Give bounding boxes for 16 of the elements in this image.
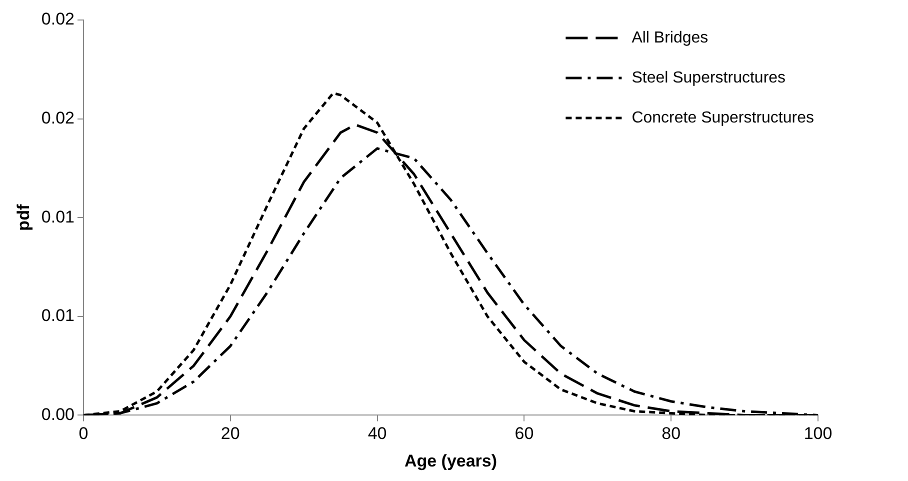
legend-label: Concrete Superstructures bbox=[632, 109, 814, 126]
x-tick-label: 40 bbox=[368, 424, 387, 444]
x-tick-label: 0 bbox=[78, 424, 88, 444]
y-axis-title: pdf bbox=[14, 204, 33, 231]
y-tick-label: 0.01 bbox=[41, 306, 74, 326]
y-tick-label: 0.00 bbox=[41, 404, 74, 424]
y-tick-label: 0.01 bbox=[41, 207, 74, 226]
x-axis-title: Age (years) bbox=[404, 451, 498, 470]
x-tick-label: 80 bbox=[662, 424, 681, 444]
y-tick-label: 0.02 bbox=[41, 108, 74, 128]
legend-label: Steel Superstructures bbox=[632, 69, 786, 86]
legend-label: All Bridges bbox=[632, 29, 708, 46]
x-tick-label: 60 bbox=[514, 424, 534, 444]
y-tick-label: 0.02 bbox=[41, 10, 74, 29]
x-tick-label: 100 bbox=[804, 424, 832, 444]
x-tick-label: 20 bbox=[220, 424, 240, 444]
